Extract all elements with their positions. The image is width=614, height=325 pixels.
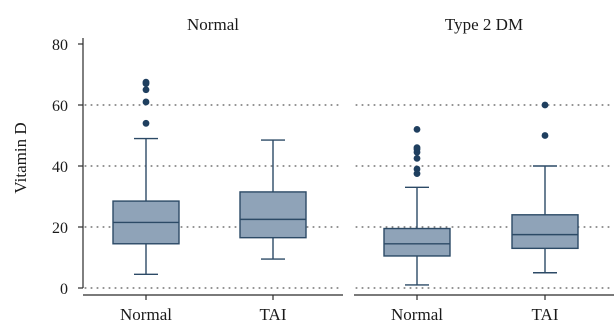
- outlier-point: [142, 119, 150, 127]
- outlier-point: [413, 125, 421, 133]
- outlier-point: [413, 144, 421, 152]
- y-tick-label: 20: [52, 220, 68, 237]
- outlier-point: [142, 78, 150, 86]
- y-axis-label: Vitamin D: [11, 122, 30, 193]
- panel-title: Normal: [187, 15, 239, 34]
- outlier-point: [541, 132, 549, 139]
- x-tick-label: TAI: [532, 305, 559, 324]
- box-iqr: [239, 191, 307, 239]
- y-tick-label: 60: [52, 98, 68, 115]
- outlier-point: [413, 154, 421, 162]
- outlier-point: [142, 98, 150, 106]
- x-tick-label: Normal: [391, 305, 443, 324]
- y-tick-label: 40: [52, 159, 68, 176]
- box-iqr: [383, 227, 451, 257]
- outlier-point: [413, 165, 421, 173]
- x-tick-label: Normal: [120, 305, 172, 324]
- panel-title: Type 2 DM: [445, 15, 523, 34]
- x-tick-label: TAI: [260, 305, 287, 324]
- y-tick-label: 80: [52, 37, 68, 54]
- plot-area: 0 20 40 60 80 Normal Normal TAI Type 2 DM Normal T…: [52, 15, 614, 324]
- y-tick-label: 0: [60, 281, 68, 298]
- outlier-point: [541, 101, 549, 109]
- box-iqr: [511, 214, 579, 250]
- outlier-point: [142, 86, 150, 94]
